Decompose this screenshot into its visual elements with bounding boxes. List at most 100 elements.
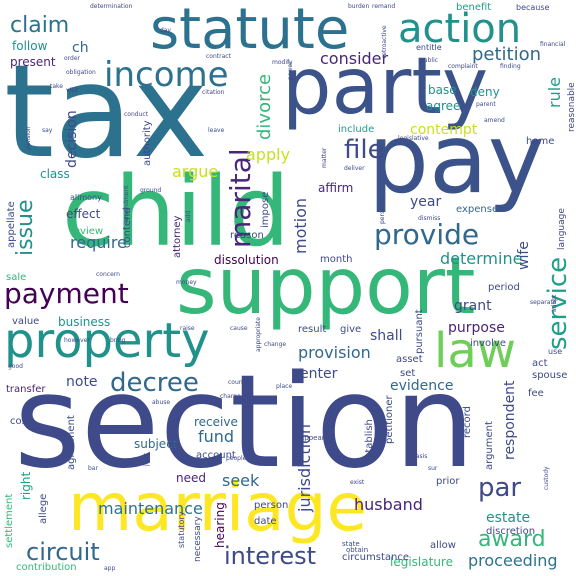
- word-need: need: [176, 471, 206, 485]
- word-determination: determination: [90, 3, 133, 10]
- word-involve: involve: [470, 338, 506, 349]
- word-interest: interest: [224, 542, 316, 570]
- word-right: right: [19, 472, 33, 500]
- word-fund: fund: [198, 427, 234, 446]
- word-marital: marital: [224, 148, 257, 248]
- word-contribution: contribution: [16, 562, 77, 573]
- word-basis: basis: [412, 453, 427, 460]
- word-however: however: [64, 337, 90, 344]
- word-pension: pension: [25, 126, 32, 150]
- word-value: value: [12, 316, 39, 327]
- word-place: place: [276, 383, 292, 390]
- word-establish: establish: [364, 419, 375, 464]
- word-provision: provision: [298, 343, 371, 362]
- word-subject: subject: [134, 437, 178, 451]
- word-argument: argument: [484, 421, 495, 470]
- word-present: present: [10, 55, 56, 69]
- word-account: account: [196, 450, 236, 461]
- word-grant: grant: [454, 298, 492, 314]
- word-set: set: [400, 368, 415, 379]
- word-ch: ch: [72, 40, 89, 56]
- word-legislative: legislative: [398, 135, 429, 142]
- word-say: say: [42, 127, 53, 134]
- word-attorney: attorney: [172, 215, 183, 258]
- word-deny: deny: [470, 85, 500, 99]
- word-visit: visit: [66, 87, 79, 94]
- word-expense: expense: [456, 204, 498, 215]
- word-affirm: affirm: [318, 181, 353, 195]
- word-authority: authority: [142, 120, 153, 166]
- word-shall: shall: [370, 328, 403, 344]
- word-use: use: [548, 347, 562, 356]
- word-dismiss: dismiss: [418, 215, 440, 222]
- word-consider: consider: [320, 49, 389, 68]
- word-parent: parent: [476, 101, 496, 108]
- word-payment: payment: [4, 277, 129, 310]
- word-custody: custody: [543, 466, 550, 490]
- word-act: act: [532, 358, 548, 369]
- word-language: language: [557, 208, 567, 250]
- word-personal: personal: [379, 198, 386, 224]
- word-people: people: [226, 455, 247, 462]
- word-money: money: [176, 279, 197, 286]
- word-citation: citation: [202, 89, 225, 96]
- word-allow: allow: [430, 540, 456, 551]
- word-give: give: [340, 324, 361, 335]
- word-cause: cause: [230, 325, 248, 332]
- word-circuit: circuit: [26, 538, 100, 566]
- word-allege: allege: [38, 494, 49, 524]
- word-cost: cost: [10, 416, 31, 427]
- word-appear: appear: [300, 434, 325, 442]
- word-receive: receive: [194, 415, 238, 429]
- word-apply: apply: [246, 145, 290, 164]
- word-jurisdiction: jurisdiction: [295, 424, 314, 513]
- word-month: month: [320, 254, 352, 265]
- word-statute: statute: [150, 0, 349, 62]
- word-retroactive: retroactive: [381, 25, 388, 58]
- word-necessary: necessary: [193, 516, 203, 562]
- word-estate: estate: [486, 510, 530, 526]
- word-statutory: statutory: [177, 511, 186, 548]
- word-pursuant: pursuant: [414, 309, 425, 354]
- word-issue: issue: [13, 199, 38, 256]
- word-amendment: amendment: [123, 185, 130, 222]
- word-bar: bar: [88, 465, 98, 472]
- word-provide: provide: [374, 218, 479, 251]
- word-business: business: [58, 315, 110, 329]
- word-effect: effect: [66, 207, 101, 221]
- word-bring: bring: [110, 337, 126, 344]
- word-legislature: legislature: [390, 555, 453, 569]
- word-raise: raise: [180, 325, 195, 332]
- word-asset: asset: [396, 354, 423, 365]
- word-exist: exist: [350, 479, 365, 486]
- word-benefit: benefit: [456, 2, 491, 13]
- word-ground: ground: [140, 187, 161, 194]
- word-child: child: [62, 156, 290, 268]
- word-change: change: [264, 341, 286, 348]
- word-evidence: evidence: [390, 378, 453, 394]
- word-because: because: [516, 3, 550, 12]
- word-good: good: [8, 363, 23, 370]
- word-app: app: [104, 565, 115, 572]
- word-matter: matter: [321, 147, 328, 168]
- word-respondent: respondent: [502, 380, 518, 460]
- word-determine: determine: [440, 249, 522, 268]
- word-remand: remand: [372, 3, 395, 10]
- word-include: include: [338, 124, 374, 135]
- word-charge: charge: [220, 393, 241, 400]
- word-burden: burden: [348, 3, 369, 10]
- word-rule: rule: [545, 77, 564, 108]
- word-fee: fee: [528, 388, 544, 399]
- word-public: public: [420, 57, 438, 64]
- word-maintenance: maintenance: [98, 499, 203, 518]
- word-income: income: [104, 55, 229, 95]
- word-claim: claim: [10, 13, 69, 38]
- word-date: date: [254, 516, 277, 527]
- word-add: add: [185, 211, 192, 222]
- word-reasonable: reasonable: [567, 82, 576, 132]
- word-par: par: [478, 473, 521, 503]
- word-reason: reason: [230, 230, 264, 241]
- word-conduct: conduct: [124, 111, 149, 118]
- word-marriage: marriage: [68, 469, 367, 546]
- word-law: law: [434, 323, 516, 379]
